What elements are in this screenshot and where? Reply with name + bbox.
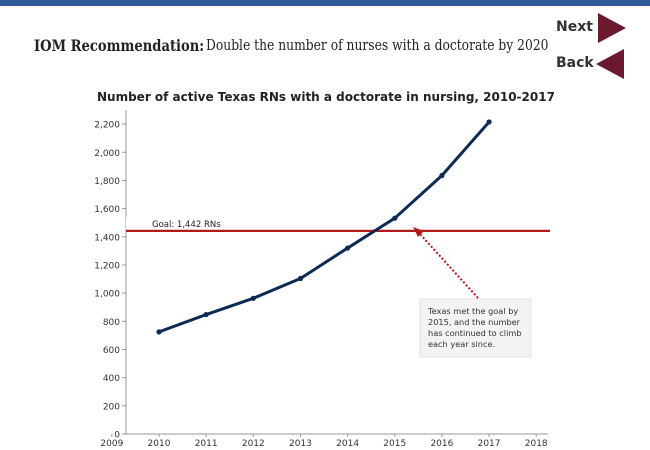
annotation-text: Texas met the goal by — [427, 306, 518, 316]
annotation-text: has continued to climb — [428, 328, 522, 338]
y-tick-label: 1,400 — [94, 233, 120, 243]
top-banner — [0, 0, 650, 6]
goal-label-bg — [126, 216, 244, 230]
data-point — [203, 311, 209, 318]
series-group — [156, 119, 492, 335]
data-point — [250, 295, 256, 301]
annotation-arrowhead — [413, 227, 424, 237]
recommendation-text: Double the number of nurses with a docto… — [206, 36, 549, 54]
y-tick-label: 1,800 — [94, 177, 120, 187]
data-point — [392, 215, 398, 221]
next-label[interactable]: Next — [556, 19, 593, 35]
x-tick-label: 2009 — [100, 439, 123, 449]
y-tick-label: 800 — [103, 318, 120, 328]
annotation-text: each year since. — [428, 339, 495, 349]
data-point — [486, 119, 492, 125]
y-tick-label: 200 — [103, 402, 120, 412]
y-tick-label: 1,000 — [94, 290, 120, 300]
triangle-right-icon[interactable] — [596, 12, 628, 44]
next-button[interactable] — [596, 12, 628, 44]
y-tick-label: 400 — [103, 374, 120, 384]
x-tick-label: 2010 — [148, 439, 171, 449]
annotation-text: 2015, and the number — [428, 317, 521, 327]
x-tick-label: 2018 — [525, 439, 548, 449]
recommendation-label: IOM Recommendation: — [34, 36, 205, 55]
goal-label: Goal: 1,442 RNs — [152, 220, 221, 230]
series-line — [157, 120, 491, 334]
y-tick-label: 2,200 — [94, 121, 120, 131]
goal-line-group: Goal: 1,442 RNs — [126, 216, 550, 232]
data-point — [439, 172, 445, 179]
x-tick-label: 2015 — [383, 439, 406, 449]
back-label[interactable]: Back — [556, 55, 594, 71]
chart-title: Number of active Texas RNs with a doctor… — [97, 90, 555, 104]
annotation-arrow-line — [419, 233, 479, 299]
data-point — [345, 245, 351, 251]
data-point — [297, 275, 304, 282]
y-tick-label: 1,200 — [94, 261, 120, 271]
y-tick-label: 600 — [103, 346, 120, 356]
y-tick-label: 1,600 — [94, 205, 120, 215]
y-tick-label: 2,000 — [94, 149, 120, 159]
x-tick-label: 2014 — [336, 439, 359, 449]
data-point — [156, 329, 162, 335]
annotation-box — [419, 298, 532, 358]
x-tick-label: 2012 — [242, 439, 265, 449]
y-tick-label: 0 — [114, 431, 120, 441]
x-tick-label: 2011 — [195, 439, 218, 449]
x-tick-label: 2017 — [478, 439, 501, 449]
back-button[interactable] — [594, 48, 626, 80]
x-tick-label: 2013 — [289, 439, 312, 449]
x-tick-label: 2016 — [430, 439, 453, 449]
triangle-left-icon[interactable] — [594, 48, 626, 80]
chart-axes: 0 200 400 600 800 1,000 1,200 1,400 1,600 1,800 2,… — [94, 110, 548, 449]
